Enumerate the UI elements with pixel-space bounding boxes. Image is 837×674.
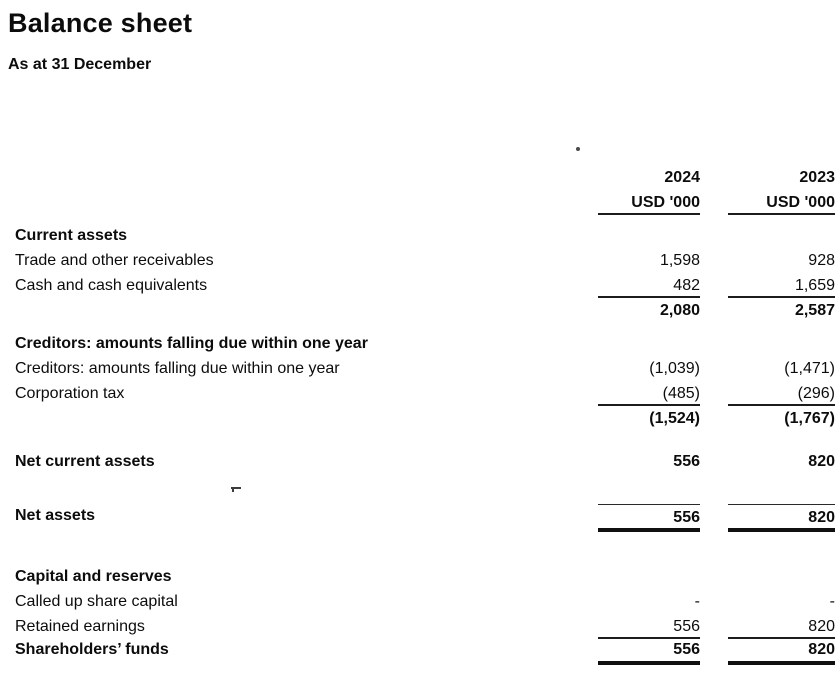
item-row-called-up-share-capital: Called up share capital - - (0, 589, 837, 614)
value-2023: 820 (728, 504, 835, 532)
unit-header-2024: USD '000 (598, 190, 700, 215)
row-net-current-assets: Net current assets 556 820 (0, 449, 837, 474)
row-label: Called up share capital (15, 593, 178, 610)
section-row-creditors: Creditors: amounts falling due within on… (0, 331, 837, 356)
row-label: Net assets (15, 507, 96, 524)
value-2024: 556 (598, 614, 700, 639)
value-2023: 820 (728, 614, 835, 639)
empty-label-cell (0, 298, 598, 323)
value-2024: 482 (598, 273, 700, 298)
balance-sheet-table: 2024 2023 USD '000 USD '000 Current asse… (0, 165, 837, 665)
section-label: Current assets (15, 227, 128, 244)
value-2023: 820 (728, 639, 835, 665)
total-row-creditors: (1,524) (1,767) (0, 406, 837, 431)
spacer (0, 474, 837, 504)
row-label: Cash and cash equivalents (15, 277, 208, 294)
section-row-capital-and-reserves: Capital and reserves (0, 564, 837, 589)
row-label: Creditors: amounts falling due within on… (15, 360, 340, 377)
item-row-trade-and-other-receivables: Trade and other receivables 1,598 928 (0, 248, 837, 273)
row-label: Retained earnings (15, 618, 145, 635)
section-row-current-assets: Current assets (0, 223, 837, 248)
empty-label-cell (0, 190, 598, 215)
spacer (0, 431, 837, 449)
value-2023: (296) (728, 381, 835, 406)
value-2023: 2,587 (794, 302, 835, 319)
empty-label-cell (0, 406, 598, 431)
value-2024: 556 (598, 504, 700, 532)
value-2024: (485) (598, 381, 700, 406)
value-2023: (1,767) (784, 410, 835, 427)
value-2024: 1,598 (659, 252, 700, 269)
value-2024: (1,524) (649, 410, 700, 427)
column-header-2024: 2024 (664, 169, 700, 186)
item-row-creditors: Creditors: amounts falling due within on… (0, 356, 837, 381)
empty-label-cell (0, 165, 598, 190)
row-label: Net current assets (15, 453, 155, 470)
spacer (0, 532, 837, 564)
spacer (0, 323, 837, 331)
total-row-current-assets: 2,080 2,587 (0, 298, 837, 323)
scan-artifact (231, 487, 241, 492)
value-2024: (1,039) (649, 360, 700, 377)
value-2023: - (829, 593, 835, 610)
item-row-retained-earnings: Retained earnings 556 820 (0, 614, 837, 639)
spacer (0, 215, 837, 223)
row-net-assets: Net assets 556 820 (0, 504, 837, 532)
value-2023: 820 (808, 453, 835, 470)
row-label: Shareholders’ funds (15, 641, 169, 658)
value-2024: 556 (598, 639, 700, 665)
document-title: Balance sheet (8, 8, 193, 38)
row-shareholders-funds: Shareholders’ funds 556 820 (0, 639, 837, 665)
unit-header-2023: USD '000 (728, 190, 835, 215)
row-column-year-header: 2024 2023 (0, 165, 837, 190)
item-row-corporation-tax: Corporation tax (485) (296) (0, 381, 837, 406)
row-label: Corporation tax (15, 385, 125, 402)
scan-artifact (576, 147, 580, 151)
value-2024: 556 (673, 453, 700, 470)
value-2023: 1,659 (728, 273, 835, 298)
value-2024: - (694, 593, 700, 610)
column-header-2023: 2023 (799, 169, 835, 186)
row-label: Trade and other receivables (15, 252, 214, 269)
row-column-unit-header: USD '000 USD '000 (0, 190, 837, 215)
item-row-cash-and-cash-equivalents: Cash and cash equivalents 482 1,659 (0, 273, 837, 298)
value-2023: 928 (808, 252, 835, 269)
section-label: Creditors: amounts falling due within on… (15, 335, 368, 352)
document-subtitle: As at 31 December (8, 56, 152, 73)
section-label: Capital and reserves (15, 568, 172, 585)
value-2024: 2,080 (659, 302, 700, 319)
value-2023: (1,471) (784, 360, 835, 377)
